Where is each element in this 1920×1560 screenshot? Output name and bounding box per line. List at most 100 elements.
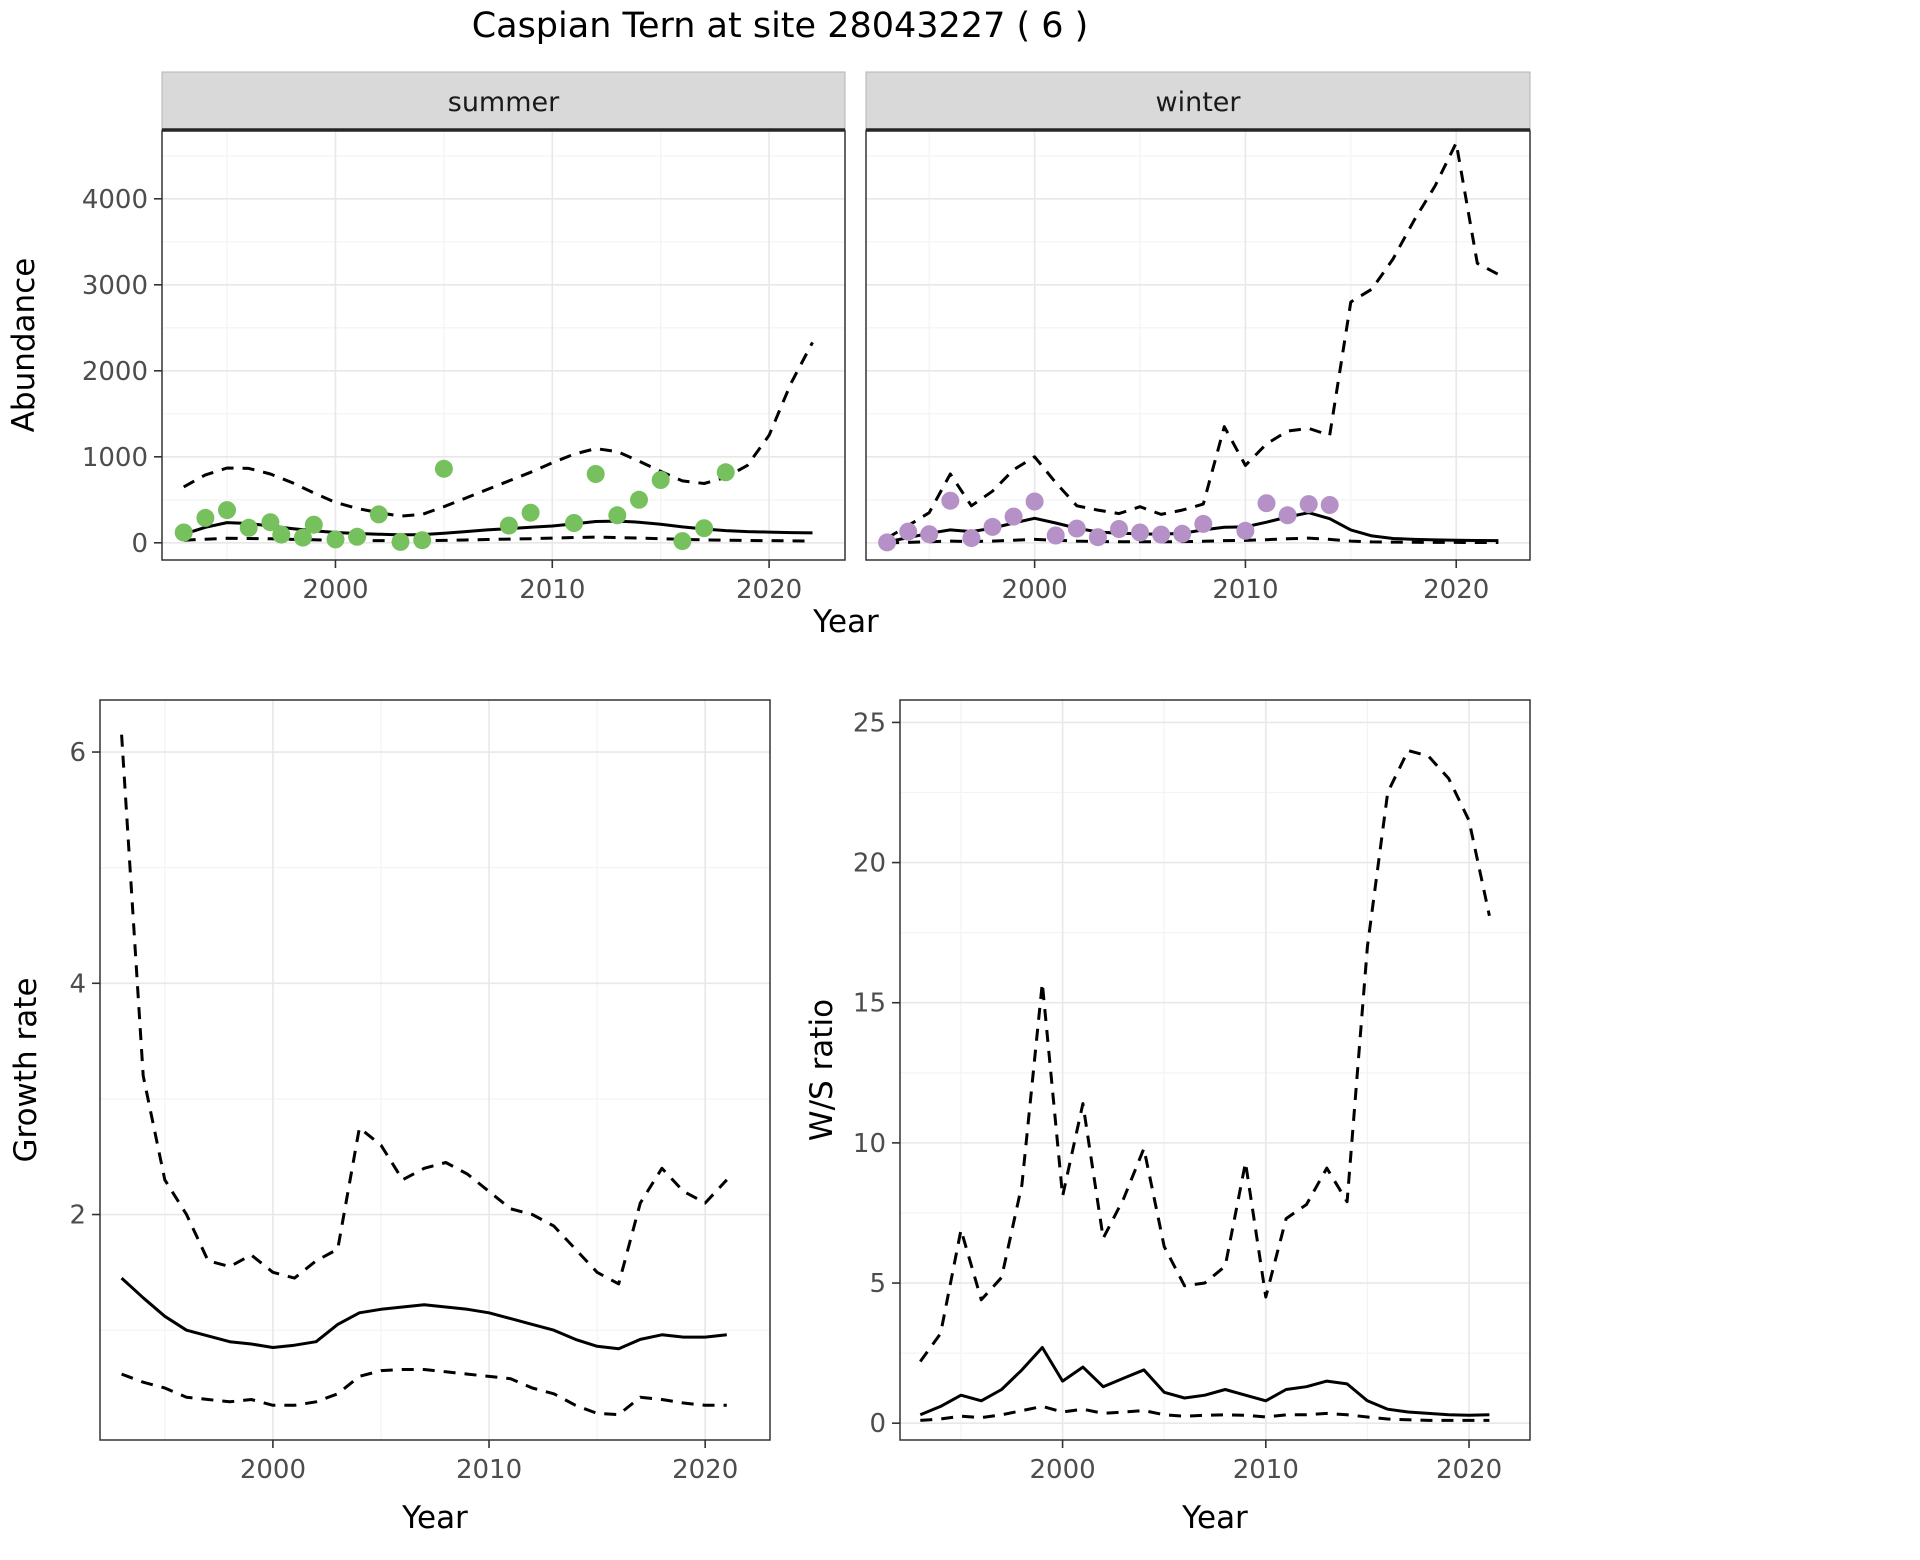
x-tick-label: 2010	[519, 575, 585, 605]
figure-caspian-tern: Caspian Tern at site 28043227 ( 6 ) 2000…	[6, 6, 1531, 1536]
y-tick-label: 3000	[82, 271, 148, 301]
abundance-winter-observed-point	[941, 491, 960, 510]
x-tick-label: 2000	[1029, 1455, 1095, 1485]
facet-strip	[161, 71, 846, 131]
abundance-summer-observed-point	[293, 528, 312, 547]
y-tick-label: 2000	[82, 357, 148, 387]
y-tick-label: 10	[853, 1129, 886, 1159]
panel-background	[900, 700, 1530, 1440]
y-axis-title-abundance: Abundance	[6, 258, 42, 433]
panel-background	[866, 130, 1530, 560]
abundance-winter-observed-point	[1025, 492, 1044, 511]
abundance-summer-observed-point	[304, 515, 323, 534]
abundance-winter-observed-point	[878, 533, 897, 552]
y-tick-label: 0	[869, 1409, 886, 1439]
abundance-summer-observed-point	[630, 490, 648, 509]
y-tick-label: 1000	[82, 443, 148, 473]
y-tick-label: 15	[853, 989, 886, 1019]
abundance-winter-observed-point	[983, 517, 1002, 536]
abundance-winter-observed-point	[1152, 525, 1171, 544]
ws-ratio-ci-line	[919, 749, 1491, 1363]
y-tick-label: 20	[853, 849, 886, 879]
abundance-winter-observed-point	[899, 522, 918, 541]
abundance-summer-observed-point	[196, 508, 215, 527]
y-tick-label: 6	[69, 738, 86, 768]
abundance-summer-observed-point	[651, 471, 670, 489]
x-tick-label: 2020	[1436, 1455, 1502, 1485]
y-tick-label: 5	[869, 1269, 886, 1299]
abundance-summer-observed-point	[413, 531, 432, 550]
panel-border	[99, 699, 771, 1441]
abundance-summer-observed-point	[218, 501, 236, 520]
abundance-summer-observed-point	[499, 516, 518, 535]
abundance-winter-observed-point	[920, 525, 939, 544]
x-tick-label: 2000	[240, 1455, 306, 1485]
abundance-summer-observed-point	[608, 506, 627, 525]
abundance-winter-observed-point	[1278, 506, 1297, 525]
abundance-summer-observed-point	[695, 519, 714, 538]
abundance-winter-observed-point	[1067, 519, 1086, 538]
abundance-winter-observed-point	[1110, 520, 1128, 538]
x-axis-title-year-growth: Year	[401, 1500, 468, 1536]
panel-ws-ratio: 2000 2010 2020 0 5 10 15 20 25	[853, 699, 1531, 1485]
x-tick-label: 2020	[736, 575, 802, 605]
abundance-summer-ci-line	[182, 341, 814, 518]
abundance-summer-observed-point	[348, 527, 367, 546]
facet-strip-label: summer	[448, 87, 560, 118]
abundance-summer-observed-point	[586, 465, 605, 483]
x-axis-title-year-top: Year	[812, 604, 879, 640]
abundance-summer-observed-point	[521, 503, 540, 522]
facet-strip-label: winter	[1156, 87, 1242, 118]
abundance-summer-observed-point	[673, 532, 692, 551]
panel-growth-rate: 2000 2010 2020 2 4 6	[69, 699, 771, 1485]
abundance-winter-observed-point	[1236, 521, 1255, 540]
abundance-summer-observed-point	[391, 532, 410, 551]
y-tick-label: 2	[69, 1201, 86, 1231]
abundance-summer-observed-point	[716, 463, 735, 482]
abundance-summer-observed-point	[369, 505, 388, 524]
abundance-summer-observed-point	[272, 525, 291, 544]
abundance-winter-observed-point	[1004, 507, 1023, 526]
y-tick-label: 25	[853, 708, 886, 738]
abundance-winter-observed-point	[1299, 495, 1318, 514]
abundance-summer-observed-point	[565, 514, 583, 532]
abundance-summer-observed-point	[174, 523, 193, 542]
y-axis-title-growth-rate: Growth rate	[8, 977, 44, 1162]
abundance-winter-observed-point	[1257, 494, 1276, 513]
abundance-winter-observed-point	[1173, 524, 1192, 543]
abundance-winter-observed-point	[1088, 528, 1107, 547]
panel-border	[899, 699, 1531, 1441]
abundance-winter-observed-point	[1131, 523, 1149, 542]
abundance-winter-observed-point	[1046, 526, 1065, 545]
growth-rate-ci-line	[120, 734, 728, 1286]
panel-abundance-summer: 2000 2010 2020 0 1000 2000 3000 4000 summer	[82, 71, 846, 605]
abundance-summer-observed-point	[434, 459, 453, 478]
x-tick-label: 2010	[1233, 1455, 1299, 1485]
x-axis-title-year-ws: Year	[1181, 1500, 1248, 1536]
panel-abundance-winter: 2000 2010 2020 winter	[865, 71, 1531, 605]
x-tick-label: 2020	[1423, 575, 1489, 605]
abundance-winter-ci-line	[887, 536, 1499, 545]
y-tick-label: 4000	[82, 185, 148, 215]
x-tick-label: 2000	[1002, 575, 1068, 605]
abundance-winter-observed-point	[962, 529, 981, 548]
ws-ratio-mean-line	[919, 1346, 1490, 1417]
abundance-winter-observed-point	[1194, 514, 1213, 533]
x-tick-label: 2020	[672, 1455, 738, 1485]
abundance-winter-ci-line	[886, 141, 1500, 540]
y-tick-label: 4	[69, 969, 86, 999]
panel-background	[162, 130, 845, 560]
x-tick-label: 2010	[456, 1455, 522, 1485]
abundance-summer-observed-point	[261, 513, 280, 532]
abundance-summer-observed-point	[326, 530, 345, 549]
x-tick-label: 2010	[1212, 575, 1278, 605]
growth-rate-mean-line	[120, 1276, 727, 1351]
figure-title: Caspian Tern at site 28043227 ( 6 )	[471, 6, 1089, 46]
growth-rate-ci-line	[121, 1368, 727, 1417]
y-tick-label: 0	[131, 529, 148, 559]
abundance-summer-observed-point	[239, 518, 258, 537]
ws-ratio-ci-line	[920, 1404, 1490, 1422]
y-axis-title-ws-ratio: W/S ratio	[804, 999, 840, 1141]
